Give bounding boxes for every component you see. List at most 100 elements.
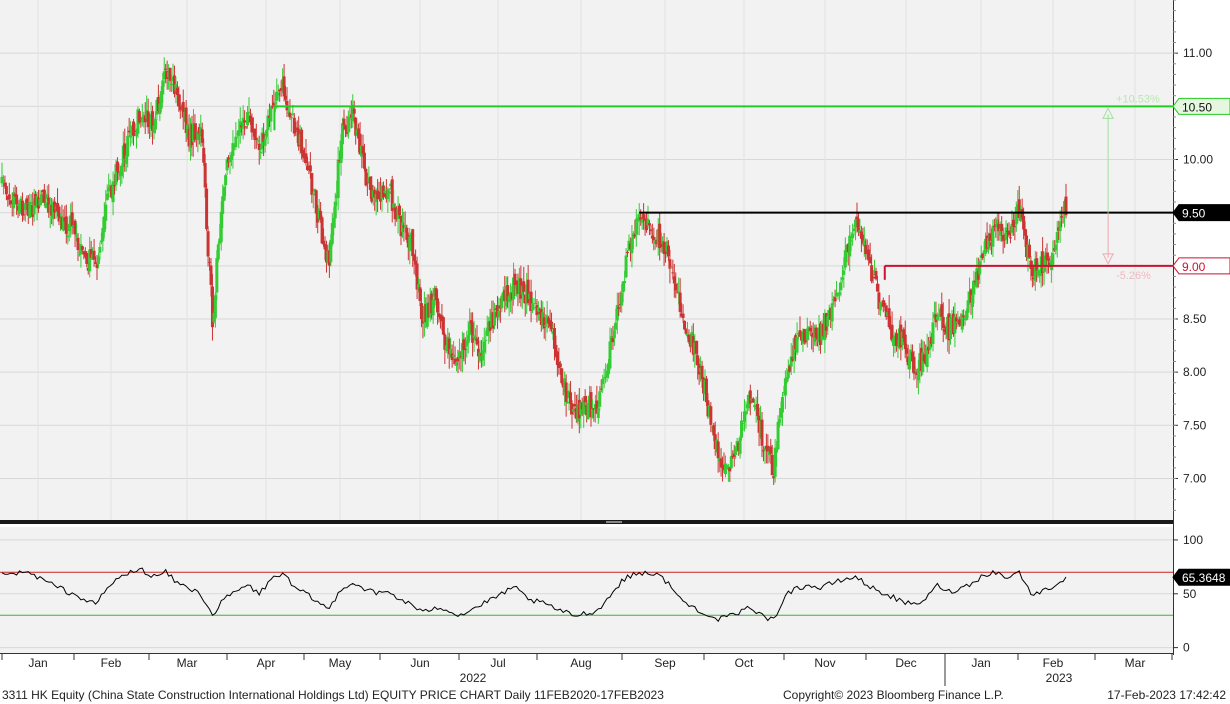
- candle-body-down: [940, 304, 944, 317]
- candle-body-down: [554, 344, 558, 357]
- candle-body-up: [275, 91, 279, 101]
- candle-body-up: [900, 331, 904, 346]
- downside-arrow-head: [1102, 253, 1114, 265]
- candle-body-down: [244, 126, 248, 128]
- candle-body-up: [723, 463, 727, 475]
- candle-body-up: [602, 377, 606, 379]
- candle-body-up: [849, 240, 853, 242]
- candle-body-up: [219, 211, 223, 243]
- candle-body-down: [875, 283, 879, 292]
- candle-body-up: [830, 303, 834, 322]
- copyright-notice: Copyright© 2023 Bloomberg Finance L.P.: [783, 688, 1004, 702]
- candle-body-down: [997, 223, 1001, 232]
- candle-body-down: [89, 249, 93, 258]
- candle-body-down: [390, 179, 394, 211]
- candle-body-up: [339, 140, 343, 163]
- rsi-last-value-badge-text: 65.3648: [1182, 571, 1226, 585]
- candle-body-up: [805, 328, 809, 341]
- divider-grip[interactable]: [606, 521, 622, 523]
- candle-body-up: [965, 310, 969, 321]
- rsi-tick-label: 0: [1183, 641, 1190, 655]
- candle-body-down: [143, 115, 147, 123]
- candle-body-down: [1008, 237, 1012, 239]
- candle-body-up: [159, 91, 163, 109]
- candle-body-up: [286, 111, 290, 114]
- candle-body-down: [704, 378, 708, 403]
- candle-body-down: [443, 334, 447, 350]
- candle-body-up: [98, 246, 102, 253]
- candle-body-up: [842, 270, 846, 275]
- candle-body-up: [1014, 206, 1018, 225]
- candle-body-down: [113, 185, 117, 187]
- candle-body-down: [137, 111, 141, 123]
- candle-body-down: [193, 123, 197, 140]
- candle-body-up: [913, 369, 917, 371]
- candle-body-down: [358, 133, 362, 155]
- candle-body-down: [721, 464, 725, 468]
- month-label: Jan: [971, 656, 990, 670]
- candle-body-up: [126, 135, 130, 157]
- candle-body-down: [1045, 252, 1049, 260]
- rsi-panel-background: [0, 527, 1173, 653]
- candle-body-down: [1064, 196, 1068, 216]
- candle-body-up: [114, 164, 118, 185]
- candle-body-down: [647, 223, 651, 226]
- candle-body-down: [642, 214, 646, 220]
- candle-body-down: [70, 212, 74, 227]
- candle-body-up: [620, 292, 624, 306]
- candle-body-down: [301, 149, 305, 158]
- candle-body-down: [209, 265, 213, 285]
- candle-body-up: [789, 356, 793, 367]
- candle-body-up: [753, 404, 757, 408]
- candle-body-up: [444, 345, 448, 351]
- rsi-indicator: [0, 567, 1173, 623]
- candle-body-down: [92, 250, 96, 260]
- price-tick-label: 11.00: [1183, 46, 1212, 60]
- candle-body-up: [222, 187, 226, 201]
- candlesticks: [0, 57, 1068, 485]
- candle-body-down: [175, 87, 179, 96]
- current-level-badge-shape: [1172, 204, 1230, 222]
- candle-body-down: [719, 458, 723, 468]
- candle-body-down: [115, 161, 119, 172]
- candle-body-down: [73, 220, 77, 235]
- candle-body-down: [962, 315, 966, 317]
- candle-body-down: [4, 186, 8, 195]
- candle-body-up: [174, 84, 178, 91]
- candle-body-up: [431, 299, 435, 316]
- price-tick-label: 7.50: [1183, 418, 1207, 432]
- candle-body-up: [266, 115, 270, 130]
- candle-body-down: [894, 333, 898, 347]
- candle-body-down: [456, 357, 460, 362]
- candle-body-up: [738, 437, 742, 454]
- candle-body-down: [127, 130, 131, 133]
- candle-body-down: [712, 425, 716, 436]
- month-label: Jan: [28, 656, 47, 670]
- candle-body-down: [1030, 265, 1034, 277]
- candle-body-down: [868, 257, 872, 264]
- candle-body-up: [807, 326, 811, 329]
- panel-divider[interactable]: [0, 520, 1173, 524]
- candle-body-up: [120, 165, 124, 176]
- candle-body-up: [598, 391, 602, 407]
- candle-body-up: [640, 219, 644, 223]
- candle-body-down: [310, 173, 314, 195]
- candle-body-down: [1023, 228, 1027, 236]
- candle-body-up: [612, 330, 616, 339]
- candle-body-down: [1046, 258, 1050, 261]
- candle-body-down: [365, 181, 369, 183]
- rsi-last-value-badge-shape: [1172, 568, 1230, 586]
- candle-body-down: [867, 249, 871, 261]
- candle-body-up: [970, 294, 974, 307]
- candle-body-up: [839, 282, 843, 291]
- candle-body-down: [569, 392, 573, 404]
- candle-body-up: [1054, 244, 1058, 251]
- candle-body-up: [455, 362, 459, 366]
- candle-body-down: [683, 320, 687, 330]
- candle-body-down: [294, 130, 298, 132]
- candle-body-down: [552, 328, 556, 349]
- candle-body-down: [941, 316, 945, 329]
- candle-body-up: [851, 233, 855, 239]
- candle-body-down: [716, 441, 720, 459]
- candle-body-up: [241, 117, 245, 129]
